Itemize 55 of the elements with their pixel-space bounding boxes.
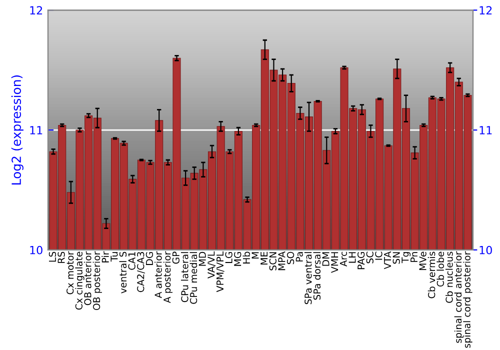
- x-tick-label: DM: [322, 252, 330, 266]
- x-tick-label: Cb nucleus: [446, 252, 453, 303]
- y-axis-title: Log2 (expression): [11, 75, 24, 185]
- x-tick-label: spinal cord posterior: [463, 251, 472, 348]
- y2-tick-label: 12: [480, 6, 492, 14]
- x-tick-label: MVe: [419, 252, 426, 270]
- y-tick-label: 10: [30, 246, 42, 254]
- y2-tick-label: 11: [480, 126, 492, 134]
- x-tick-label: Cx motor: [66, 251, 74, 294]
- x-tick-label: OB posterior: [92, 251, 102, 310]
- x-tick-label: Arc: [340, 252, 348, 267]
- x-tick-label: DG: [146, 252, 154, 265]
- x-tick-label: Tg: [402, 252, 411, 264]
- x-tick-label: CA2/CA3: [137, 252, 145, 292]
- x-tick-label: Pn: [410, 252, 418, 262]
- x-tick-label: A anterior: [154, 251, 162, 298]
- x-tick-label: LG: [225, 252, 232, 263]
- x-tick-label: SPa dorsal: [313, 252, 321, 300]
- x-tick-label: Cb lobe: [436, 252, 444, 287]
- x-tick-label: Pir: [102, 251, 109, 262]
- x-tick-label: SO: [286, 252, 294, 264]
- x-tick-label: MD: [198, 252, 206, 266]
- x-tick-label: SC: [366, 252, 374, 264]
- x-tick-label: CPu medial: [190, 252, 198, 304]
- x-tick-label: CPu lateral: [180, 252, 188, 302]
- x-tick-label: SN: [392, 252, 400, 264]
- x-tick-label: RS: [58, 252, 65, 263]
- y2-tick-label: 10: [480, 246, 492, 254]
- x-tick-label: GP: [172, 252, 180, 264]
- x-tick-label: VMH: [331, 252, 338, 273]
- x-tick-label: MPA: [278, 251, 286, 270]
- x-tick-label: MG: [234, 252, 242, 266]
- x-tick-label: Hb: [242, 252, 250, 264]
- x-tick-label: Tu: [110, 252, 118, 262]
- x-tick-label: SPa ventral: [304, 252, 312, 304]
- x-tick-label: SCN: [269, 252, 276, 270]
- x-tick-label: LH: [348, 252, 356, 263]
- y-tick-label: 12: [30, 6, 42, 14]
- x-tick-label: Cx cingulate: [75, 252, 84, 310]
- x-tick-label: Pa: [296, 252, 303, 262]
- x-tick-label: OB anterior: [84, 251, 92, 306]
- x-tick-label: IC: [375, 252, 382, 260]
- x-tick-label: ventral S: [119, 252, 127, 294]
- x-tick-label: M: [252, 252, 259, 259]
- x-tick-label: spinal cord anterior: [454, 251, 464, 343]
- x-tick-label: A posterior: [163, 251, 172, 304]
- x-tick-label: PAG: [357, 252, 365, 270]
- x-tick-label: VA/VL: [208, 251, 216, 278]
- y-tick-label: 11: [30, 126, 42, 134]
- x-tick-label: LS: [48, 252, 56, 262]
- x-tick-label: VPM/VPL: [216, 251, 224, 292]
- x-tick-label: Cb vermis: [428, 252, 436, 298]
- x-tick-label: CA1: [128, 252, 136, 270]
- x-tick-label: VTA: [384, 251, 391, 270]
- x-tick-label: ME: [260, 252, 268, 264]
